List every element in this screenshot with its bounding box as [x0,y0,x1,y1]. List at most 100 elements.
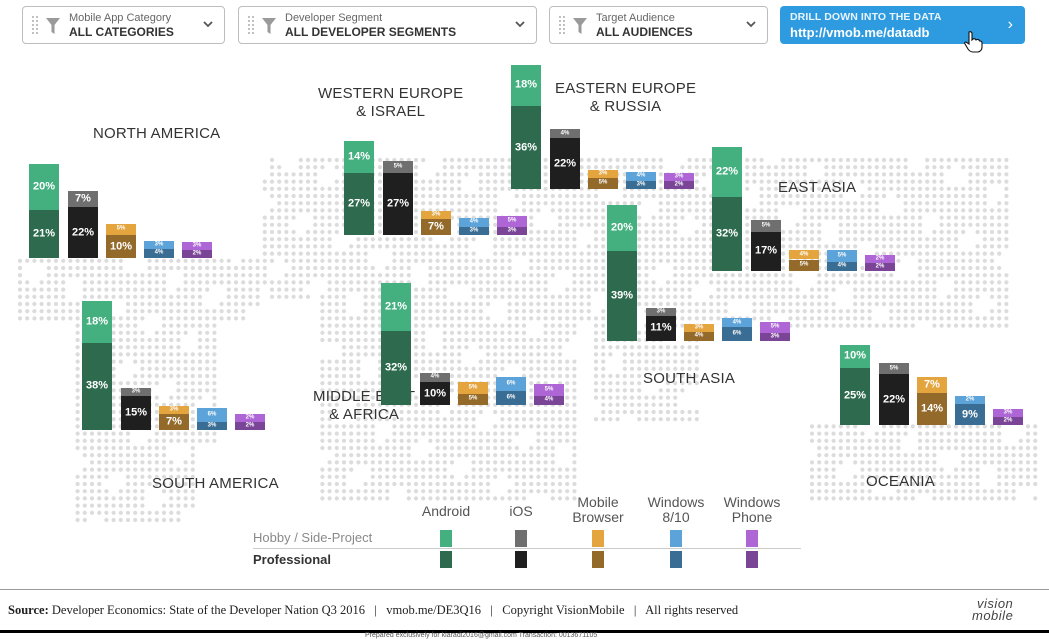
bar-value-label: 3% [507,227,517,234]
funnel-icon [46,18,60,34]
bar-value-label: 4% [636,172,646,179]
bar-value-label: 10% [843,349,867,362]
bar-hobby-windows-8-10: 3% [144,240,174,249]
region-label-line: EASTERN EUROPE & RUSSIA [555,80,696,116]
bar-professional-windows-8-10: 6% [722,327,752,341]
chevron-down-icon [746,21,756,28]
drag-grip-icon [558,15,566,35]
bar-value-label: 5% [468,384,478,391]
legend-platform-label: iOS [476,504,566,519]
bar-professional-ios: 27% [383,172,413,235]
legend-label-line: Windows [647,494,705,510]
bar-value-label: 2% [875,255,885,262]
bar-professional-windows-8-10: 3% [459,227,489,235]
legend-swatch-professional [515,551,527,568]
source-text: Developer Economics: State of the Develo… [51,603,739,617]
bar-hobby-android: 20% [607,205,637,252]
bar-hobby-mobile-browser: 5% [458,382,488,394]
bar-professional-mobile-browser: 7% [421,218,451,235]
bar-value-label: 36% [514,141,538,154]
bar-hobby-windows-phone: 5% [497,215,527,227]
legend-platform-label: Android [401,504,491,519]
drag-grip-icon [247,15,255,35]
bar-hobby-windows-phone: 5% [760,321,790,333]
region-label-line: EASTERN EUROPE [555,80,697,97]
bar-value-label: 4% [154,249,164,256]
developer-segment-filter-dropdown[interactable]: Developer Segment ALL DEVELOPER SEGMENTS [238,6,537,44]
bar-value-label: 6% [207,411,217,418]
funnel-icon [573,18,587,34]
legend-swatch-professional [592,551,604,568]
bar-value-label: 4% [732,319,742,326]
target-audience-filter-dropdown[interactable]: Target Audience ALL AUDIENCES [549,6,768,44]
bar-value-label: 22% [71,226,95,239]
bar-professional-android: 36% [511,106,541,189]
drill-down-button[interactable]: DRILL DOWN INTO THE DATA http://vmob.me/… [780,6,1025,44]
bar-professional-windows-phone: 3% [760,333,790,341]
bar-hobby-mobile-browser: 7% [917,376,947,393]
bar-value-label: 3% [598,170,608,176]
legend-swatch-hobby [440,530,452,547]
bar-value-label: 2% [674,181,684,188]
bar-value-label: 5% [544,386,554,393]
region-label-line: & ISRAEL [356,103,426,120]
bar-value-label: 25% [843,389,867,402]
bar-value-label: 4% [560,130,570,137]
bar-professional-ios: 22% [550,138,580,189]
chevron-down-icon [203,21,213,28]
bar-professional-android: 38% [82,342,112,430]
bar-value-label: 4% [544,396,554,403]
legend-row-hobby: Hobby / Side-Project [253,530,373,545]
bar-value-label: 2% [192,250,202,257]
bar-hobby-windows-8-10: 4% [626,171,656,181]
bar-hobby-ios: 7% [68,191,98,208]
bar-value-label: 4% [837,262,847,269]
visionmobile-logo: vision mobile [972,597,1013,622]
bar-hobby-ios: 3% [121,387,151,396]
bar-value-label: 22% [882,393,906,406]
bar-value-label: 3% [154,241,164,248]
region-label-east-asia: EAST ASIA [778,179,857,196]
bar-value-label: 5% [116,225,126,232]
bar-professional-mobile-browser: 5% [588,177,618,189]
bar-value-label: 3% [431,211,441,218]
drill-down-title: DRILL DOWN INTO THE DATA [790,11,942,23]
bar-value-label: 22% [553,157,577,170]
legend-swatch-hobby [592,530,604,547]
legend-swatch-hobby [670,530,682,547]
bar-value-label: 3% [1003,409,1013,416]
region-label-line: & AFRICA [329,406,400,423]
region-label-line: WESTERN EUROPE [318,85,464,102]
bar-value-label: 6% [506,380,516,387]
bar-value-label: 5% [468,395,478,402]
bar-value-label: 5% [507,217,517,224]
bar-professional-android: 32% [381,331,411,405]
bar-hobby-android: 20% [29,163,59,210]
bar-value-label: 2% [965,396,975,403]
region-label-oceania: OCEANIA [866,473,935,490]
bar-value-label: 38% [85,379,109,392]
bar-value-label: 4% [694,332,704,339]
bar-professional-windows-phone: 4% [534,395,564,405]
bar-value-label: 5% [837,252,847,259]
bar-hobby-windows-8-10: 6% [197,408,227,422]
bar-professional-windows-8-10: 4% [144,248,174,258]
bar-professional-mobile-browser: 7% [159,413,189,430]
bar-hobby-windows-phone: 2% [235,414,265,422]
bar-value-label: 17% [754,244,778,257]
bar-value-label: 5% [761,222,771,229]
filter-title: Target Audience [596,12,675,24]
bar-hobby-mobile-browser: 3% [421,210,451,219]
chevron-down-icon [515,21,525,28]
legend-swatch-hobby [746,530,758,547]
bar-value-label: 3% [770,333,780,340]
legend-label-line: Phone [731,509,773,525]
legend-swatch-professional [746,551,758,568]
bar-value-label: 2% [1003,417,1013,424]
bar-value-label: 7% [166,415,182,428]
category-filter-dropdown[interactable]: Mobile App Category ALL CATEGORIES [22,6,225,44]
bar-hobby-windows-8-10: 5% [827,250,857,262]
legend-label-line: Windows [723,494,781,510]
filter-value: ALL CATEGORIES [69,25,174,39]
bar-hobby-ios: 5% [751,220,781,232]
